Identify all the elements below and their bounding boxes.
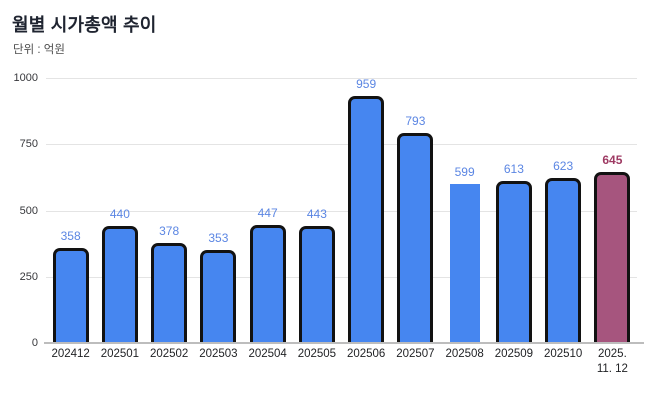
x-axis-tick-label: 202508 (445, 348, 484, 360)
bar-slot: 447 (243, 78, 292, 343)
y-axis-tick-label-500: 500 (19, 204, 38, 217)
y-axis-tick-label-750: 750 (19, 138, 38, 151)
y-axis-tick-label-1000: 1000 (13, 72, 38, 84)
chart-unit-label: 단위 : 억원 (13, 44, 65, 56)
bar-202501[interactable] (101, 226, 138, 343)
plot-area: 358 440 378 353 447 443 959 793 599 613 623 645 (46, 78, 637, 343)
x-axis-tick-label: 202509 (494, 348, 534, 360)
bar-202506[interactable] (348, 96, 385, 343)
bar-value-label: 793 (405, 113, 426, 128)
bar-value-label: 443 (306, 206, 327, 221)
chart-title: 월별 시가총액 추이 (12, 15, 157, 35)
bar-value-label: 613 (503, 161, 524, 176)
x-axis: 202412 202501 202502 202503 202504 202505 2025… (46, 347, 637, 377)
y-axis-tick-label-0: 0 (31, 337, 38, 349)
x-axis-line (44, 342, 644, 344)
gridline-500 (46, 210, 637, 212)
bars-layer: 358 440 378 353 447 443 959 793 599 613 623 645 (46, 78, 637, 343)
bar-slot: 443 (292, 78, 341, 343)
bar-202508[interactable] (449, 184, 480, 343)
x-axis-tick-label: 202502 (149, 348, 189, 360)
bar-202503[interactable] (200, 249, 237, 343)
bar-value-label: 447 (257, 205, 278, 220)
y-axis-tick-label-250: 250 (19, 270, 38, 283)
bar-202502[interactable] (151, 242, 188, 343)
bar-slot: 440 (95, 78, 144, 343)
bar-202504[interactable] (249, 224, 286, 343)
bar-202505[interactable] (298, 225, 335, 343)
x-axis-tick-label: 202503 (199, 348, 238, 360)
x-axis-tick-label: 2025. 11. 12 (596, 348, 628, 375)
bar-202507[interactable] (397, 132, 434, 343)
bar-value-label: 440 (109, 207, 130, 222)
bar-slot: 353 (194, 78, 243, 343)
bar-slot: 358 (46, 78, 95, 343)
x-axis-tick-label: 202501 (100, 348, 140, 360)
bar-value-label: 358 (60, 229, 81, 244)
bar-slot: 599 (440, 78, 489, 343)
bar-slot: 613 (489, 78, 538, 343)
x-axis-tick-label: 202504 (248, 348, 287, 360)
x-axis-tick-label: 202507 (396, 348, 435, 360)
bar-value-label: 378 (159, 223, 180, 238)
bar-slot: 623 (539, 78, 588, 343)
bar-slot: 378 (145, 78, 194, 343)
bar-202510[interactable] (545, 177, 582, 343)
x-axis-tick-label: 202506 (346, 348, 386, 360)
bar-slot: 793 (391, 78, 440, 343)
gridline-250 (46, 276, 637, 278)
x-axis-tick-label: 202412 (51, 348, 90, 360)
bar-value-label: 645 (602, 153, 623, 168)
x-axis-tick-label: 202510 (543, 348, 583, 360)
bar-value-label: 353 (208, 230, 229, 245)
bar-value-label: 599 (454, 165, 475, 180)
bar-202509[interactable] (495, 180, 532, 343)
bar-slot: 959 (342, 78, 391, 343)
bar-value-label: 623 (553, 158, 574, 173)
x-axis-tick-label: 202505 (297, 348, 337, 360)
gridline-750 (46, 144, 637, 146)
bar-value-label: 959 (356, 77, 377, 91)
bar-20251112[interactable] (594, 172, 631, 343)
bar-slot: 645 (588, 78, 637, 343)
bar-202412[interactable] (52, 248, 89, 343)
gridline-1000 (46, 78, 637, 79)
